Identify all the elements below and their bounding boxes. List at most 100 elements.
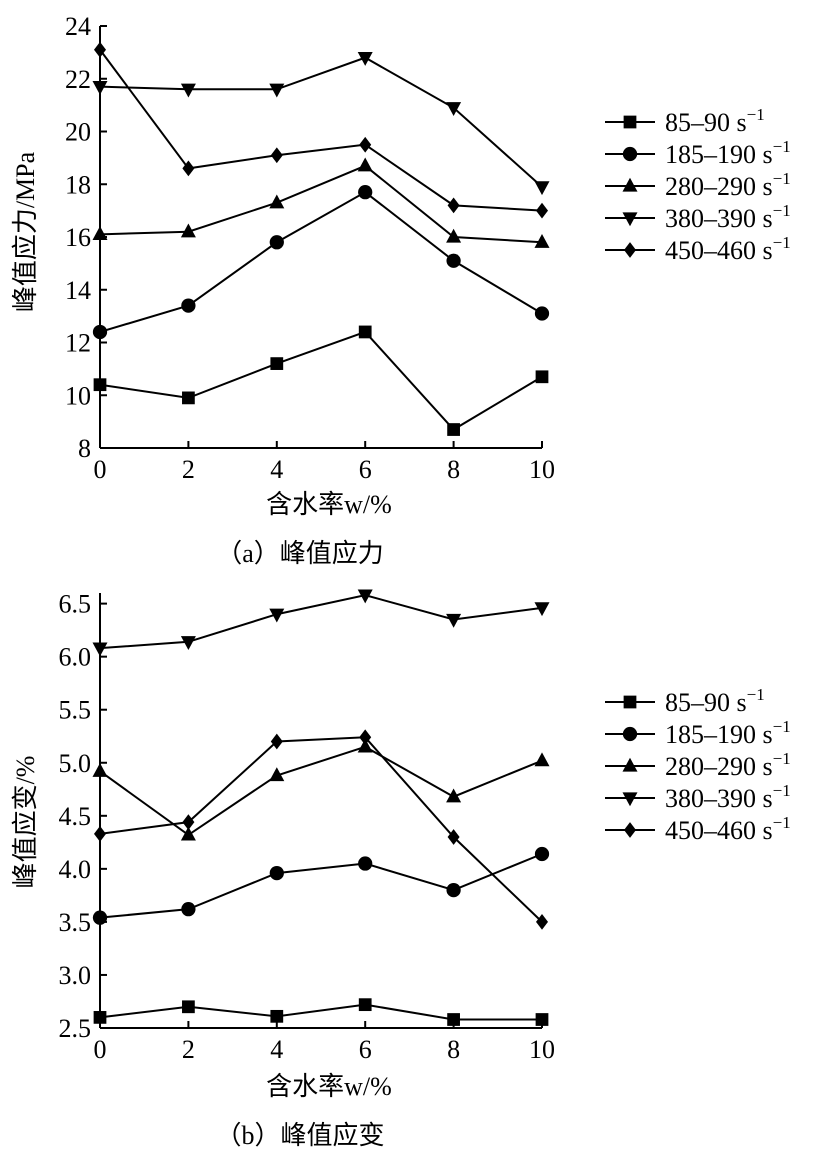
data-point xyxy=(447,197,460,214)
legend-label-sup: −1 xyxy=(773,717,791,736)
y-tick-label: 6.5 xyxy=(59,590,92,619)
y-tick-label: 4.5 xyxy=(59,802,92,831)
data-point xyxy=(92,81,108,95)
legend-item: 380–390 s−1 xyxy=(605,781,791,813)
chart-panel-b: 2.5 3.0 3.5 4.0 4.5 5.0 5.5 6.0 6.5 0 2 4 6 8 10 含水率w/%… xyxy=(11,589,791,1150)
data-point xyxy=(357,738,373,753)
series-line xyxy=(99,56,543,188)
y-tick-label: 5.0 xyxy=(59,749,92,778)
series-line xyxy=(99,594,543,650)
series-line xyxy=(99,1003,542,1021)
y-tick-label: 20 xyxy=(65,118,91,147)
legend-label: 380–390 s−1 xyxy=(665,201,791,233)
data-point xyxy=(536,914,548,930)
data-point xyxy=(180,826,196,841)
y-tick-label: 10 xyxy=(65,381,91,410)
data-point xyxy=(446,613,462,628)
y-tick-label: 6.0 xyxy=(59,643,92,672)
legend-marker xyxy=(622,757,638,772)
chart-caption: （b）峰值应变 xyxy=(215,1121,384,1150)
data-point xyxy=(182,391,195,405)
series-diamond xyxy=(94,729,548,930)
data-point xyxy=(182,814,195,831)
legend-item: 280–290 s−1 xyxy=(605,169,791,201)
x-tick-label: 4 xyxy=(270,455,283,484)
legend-label-text: 85–90 s xyxy=(665,688,747,717)
legend-label: 280–290 s−1 xyxy=(665,749,791,781)
legend-label-text: 185–190 s xyxy=(665,720,773,749)
data-point xyxy=(93,1011,107,1024)
legend-marker xyxy=(622,212,638,227)
legend-item: 85–90 s−1 xyxy=(605,685,765,717)
data-point xyxy=(180,83,196,98)
legend-label-text: 85–90 s xyxy=(665,108,747,137)
data-point xyxy=(94,825,106,842)
data-point xyxy=(92,762,108,777)
data-point xyxy=(181,902,196,917)
series-line xyxy=(99,49,543,212)
x-tick-label: 0 xyxy=(94,455,107,484)
y-tick-label: 3.0 xyxy=(59,961,92,990)
series-diamond xyxy=(94,41,548,219)
data-point xyxy=(446,882,461,898)
legend-label-sup: −1 xyxy=(773,233,791,252)
data-point xyxy=(358,325,372,339)
legend-label: 280–290 s−1 xyxy=(665,169,791,201)
data-point xyxy=(92,642,108,657)
y-tick-label: 18 xyxy=(65,170,91,199)
data-point xyxy=(357,52,373,66)
data-point xyxy=(535,370,549,384)
legend-label-text: 450–460 s xyxy=(665,236,773,265)
data-point xyxy=(269,865,284,881)
y-tick-label: 16 xyxy=(65,223,91,252)
y-axis-title: 峰值应变/% xyxy=(11,756,40,889)
legend-label-sup: −1 xyxy=(773,749,791,768)
series-square xyxy=(93,325,549,436)
y-tick-label: 24 xyxy=(65,12,91,41)
legend-marker xyxy=(624,242,636,258)
series-triangle-down xyxy=(92,52,550,196)
legend-label: 85–90 s−1 xyxy=(665,105,765,137)
y-tick-label: 8 xyxy=(78,434,91,463)
y-tick-label: 22 xyxy=(65,65,91,94)
series-triangle-down xyxy=(92,589,550,657)
data-point xyxy=(447,423,460,436)
data-point xyxy=(358,998,372,1012)
x-tick-label: 8 xyxy=(447,1035,460,1064)
data-point xyxy=(92,324,108,340)
legend-label: 185–190 s−1 xyxy=(665,717,791,749)
legend-label-text: 185–190 s xyxy=(665,140,773,169)
legend-label: 450–460 s−1 xyxy=(665,233,791,265)
data-point xyxy=(534,846,550,862)
data-point xyxy=(357,157,373,172)
data-point xyxy=(534,306,550,321)
legend-label-text: 280–290 s xyxy=(665,752,773,781)
legend-label-sup: −1 xyxy=(773,813,791,832)
legend-label-sup: −1 xyxy=(747,105,765,124)
x-tick-label: 2 xyxy=(182,1035,195,1064)
data-point xyxy=(446,228,462,243)
x-tick-label: 10 xyxy=(529,1035,555,1064)
data-point xyxy=(93,378,107,392)
legend-item: 380–390 s−1 xyxy=(605,201,791,233)
data-point xyxy=(269,83,285,98)
x-tick-label: 6 xyxy=(359,455,372,484)
series-line xyxy=(99,164,543,244)
legend-marker xyxy=(623,115,637,129)
data-point xyxy=(180,223,196,238)
legend-label-text: 280–290 s xyxy=(665,172,773,201)
series-line xyxy=(99,745,543,837)
data-point xyxy=(357,589,373,604)
data-point xyxy=(270,1009,284,1023)
data-point xyxy=(269,235,284,250)
series-square xyxy=(93,998,549,1026)
legend-item: 85–90 s−1 xyxy=(605,105,765,137)
y-tick-label: 4.0 xyxy=(59,855,92,884)
data-point xyxy=(536,202,548,219)
data-point xyxy=(182,1000,195,1014)
legend-label-sup: −1 xyxy=(773,137,791,156)
data-point xyxy=(182,160,195,177)
x-tick-label: 6 xyxy=(359,1035,372,1064)
